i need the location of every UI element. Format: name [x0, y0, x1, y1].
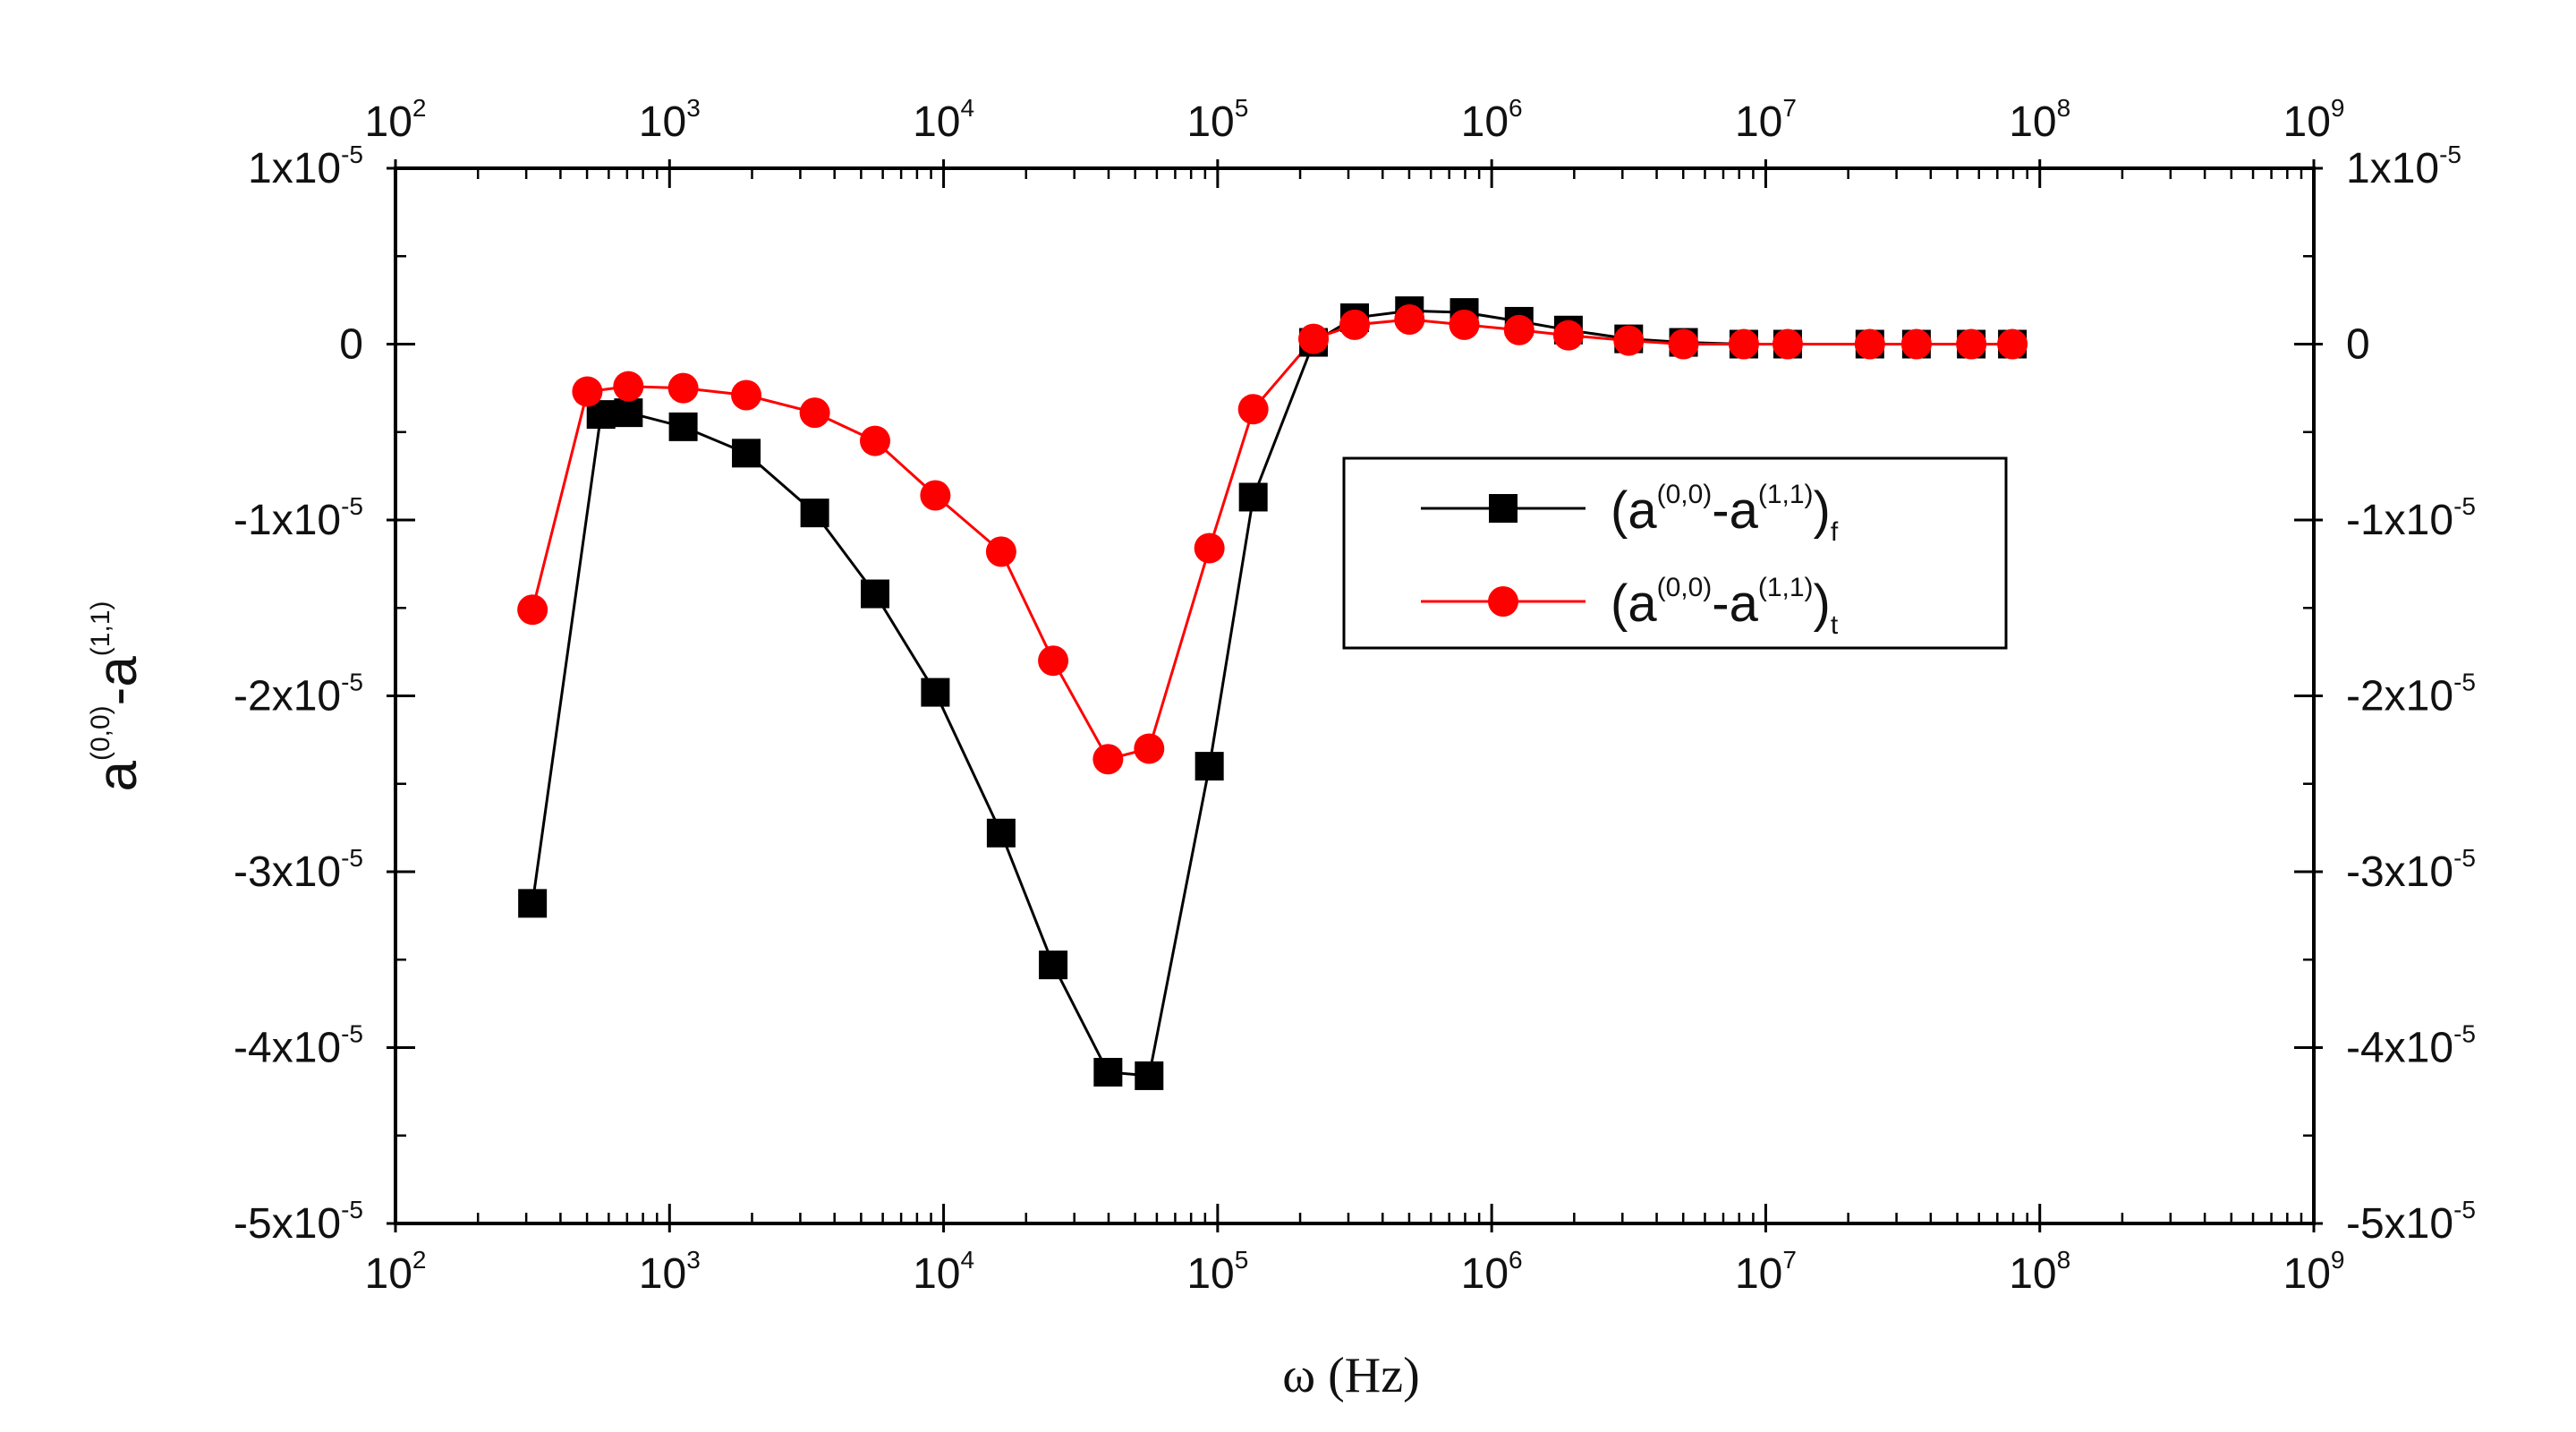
data-point-f — [921, 678, 950, 707]
y-tick-label-left: -1x10-5 — [234, 492, 363, 544]
y-tick-label-left: -5x10-5 — [234, 1196, 363, 1248]
data-point-t — [1237, 394, 1269, 425]
data-point-t — [613, 371, 644, 402]
legend: (a(0,0)-a(1,1))f (a(0,0)-a(1,1))t — [1342, 456, 2008, 650]
series-lines — [531, 309, 2013, 1078]
data-point-t — [517, 594, 548, 626]
data-point-f — [614, 398, 643, 428]
x-tick-label-bottom: 108 — [2009, 1246, 2070, 1298]
y-tick-label-right: -2x10-5 — [2346, 669, 2476, 720]
data-point-t — [1449, 309, 1480, 340]
data-point-t — [860, 425, 890, 456]
data-point-t — [799, 397, 830, 429]
data-point-t — [1038, 645, 1069, 677]
data-point-t — [1394, 303, 1425, 335]
x-tick-label-top: 102 — [365, 94, 427, 146]
y-tick-label-left: 0 — [339, 321, 363, 369]
data-point-t — [1194, 533, 1225, 564]
series-line-1 — [531, 318, 2013, 761]
y-tick-label-left: -4x10-5 — [234, 1020, 363, 1072]
data-point-f — [861, 579, 889, 609]
legend-marker-t — [1488, 586, 1518, 617]
y-tick-label-left: -2x10-5 — [234, 669, 363, 720]
data-point-t — [572, 376, 603, 407]
axis-ticks — [387, 159, 2323, 1232]
data-point-t — [1503, 314, 1535, 345]
y-tick-label-right: -5x10-5 — [2346, 1196, 2476, 1248]
x-tick-label-top: 108 — [2009, 94, 2070, 146]
series-markers — [517, 296, 2028, 1090]
x-tick-label-top: 103 — [639, 94, 701, 146]
x-tick-label-bottom: 104 — [913, 1246, 974, 1298]
x-tick-labels-bottom: 102 103 104 105 106 107 108 109 — [365, 1246, 2345, 1298]
y-tick-labels-right: 1x10-5 0 -1x10-5 -2x10-5 -3x10-5 -4x10-5 -5x10… — [2346, 141, 2476, 1248]
x-tick-label-top: 105 — [1186, 94, 1248, 146]
data-point-f — [668, 412, 698, 441]
y-tick-label-left: 1x10-5 — [248, 141, 363, 192]
y-tick-label-right: -4x10-5 — [2346, 1020, 2476, 1072]
data-point-t — [1613, 325, 1645, 356]
data-point-f — [1238, 482, 1268, 512]
data-point-t — [1956, 328, 1987, 360]
data-point-t — [1668, 328, 1699, 360]
x-tick-label-bottom: 107 — [1735, 1246, 1797, 1298]
x-tick-label-bottom: 102 — [365, 1246, 427, 1298]
legend-marker-f — [1489, 494, 1518, 523]
data-point-f — [732, 439, 761, 468]
x-tick-label-bottom: 109 — [2283, 1246, 2345, 1298]
y-tick-label-right: 0 — [2346, 321, 2370, 369]
data-point-t — [985, 536, 1016, 567]
data-point-f — [986, 818, 1016, 848]
data-point-t — [1298, 323, 1330, 354]
y-tick-label-right: -3x10-5 — [2346, 844, 2476, 896]
data-point-f — [518, 889, 548, 918]
y-tick-label-right: 1x10-5 — [2346, 141, 2461, 192]
data-point-t — [731, 379, 762, 411]
data-point-f — [1039, 950, 1068, 980]
data-point-t — [1854, 328, 1885, 360]
x-tick-label-bottom: 105 — [1186, 1246, 1248, 1298]
y-tick-label-left: -3x10-5 — [234, 844, 363, 896]
data-point-f — [1194, 752, 1224, 781]
legend-box — [1342, 456, 2008, 650]
data-point-t — [1900, 328, 1932, 360]
data-point-t — [667, 372, 699, 404]
x-tick-label-top: 107 — [1735, 94, 1797, 146]
data-point-f — [800, 499, 829, 528]
x-axis-title: ω (Hz) — [1282, 1348, 1419, 1403]
data-point-t — [920, 480, 951, 511]
x-tick-labels-top: 102 103 104 105 106 107 108 109 — [365, 94, 2345, 146]
data-point-t — [1339, 309, 1370, 340]
x-tick-label-top: 106 — [1461, 94, 1523, 146]
y-tick-label-right: -1x10-5 — [2346, 492, 2476, 544]
data-point-t — [1728, 328, 1759, 360]
series-line-0 — [531, 309, 2013, 1078]
data-point-t — [1552, 320, 1584, 351]
data-point-t — [1772, 328, 1803, 360]
x-tick-label-bottom: 103 — [639, 1246, 701, 1298]
data-point-t — [1997, 328, 2028, 360]
data-point-f — [1093, 1058, 1123, 1087]
x-tick-label-bottom: 106 — [1461, 1246, 1523, 1298]
legend-label-t: (a(0,0)-a(1,1))t — [1611, 573, 1839, 640]
data-point-t — [1134, 733, 1165, 764]
x-tick-label-top: 109 — [2283, 94, 2345, 146]
data-point-t — [1092, 744, 1124, 775]
y-tick-labels-left: 1x10-5 0 -1x10-5 -2x10-5 -3x10-5 -4x10-5 -5x10… — [234, 141, 363, 1248]
y-axis-title: a(0,0)-a(1,1) — [86, 601, 149, 792]
x-tick-label-top: 104 — [913, 94, 974, 146]
data-point-f — [1135, 1061, 1164, 1090]
legend-label-f: (a(0,0)-a(1,1))f — [1611, 480, 1839, 547]
